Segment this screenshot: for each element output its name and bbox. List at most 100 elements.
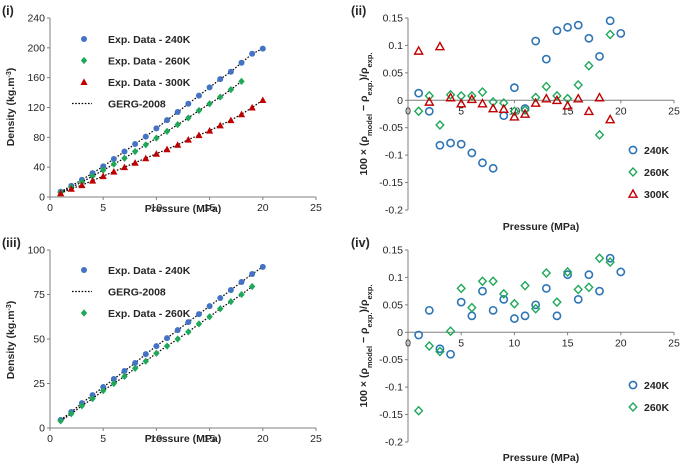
x-axis-title: Pressure (MPa)	[145, 433, 221, 445]
data-point	[541, 54, 551, 64]
x-tick-label: 5	[100, 202, 106, 214]
data-point	[185, 319, 192, 326]
data-point	[551, 94, 563, 105]
legend-marker	[81, 267, 87, 273]
data-point	[110, 155, 117, 162]
y-tick-label: 0	[39, 423, 45, 435]
data-point	[89, 172, 96, 180]
data-point	[487, 103, 499, 113]
series-240k	[414, 16, 626, 173]
data-point	[604, 114, 616, 124]
data-point	[100, 163, 107, 170]
legend-item: GERG-2008	[72, 286, 166, 298]
data-point	[498, 98, 509, 109]
data-point	[163, 145, 171, 153]
data-point	[563, 270, 572, 280]
data-point	[530, 303, 541, 314]
data-point	[216, 121, 224, 129]
series-exp-data-300k	[57, 96, 267, 197]
data-point	[110, 379, 118, 388]
legend-marker	[628, 145, 638, 155]
x-tick-label: 20	[615, 337, 627, 349]
data-point	[413, 405, 424, 416]
data-point	[174, 335, 181, 343]
y-axis-title: 100 × (ρmodel − ρexp.)/ρexp.	[358, 285, 374, 408]
data-point	[100, 387, 107, 395]
data-point	[163, 127, 171, 135]
legend-item: GERG-2008	[72, 98, 166, 110]
panel-label: (iii)	[2, 236, 21, 250]
series-exp-data-260k	[57, 282, 256, 425]
data-point	[259, 96, 267, 104]
data-point	[520, 311, 530, 321]
data-point	[78, 402, 86, 410]
chart-panel-i: (i) 0 40 80 120 160 200 240 0 5 10 15 20 25 Pressure (…	[2, 4, 322, 215]
data-point	[510, 83, 519, 93]
data-point	[509, 111, 520, 121]
data-point	[552, 297, 562, 308]
x-tick-label: 5	[458, 105, 464, 117]
data-point	[498, 103, 509, 113]
legend-marker	[627, 188, 639, 198]
y-tick-label: -0.2	[385, 437, 403, 449]
data-point	[163, 342, 171, 350]
data-point	[195, 106, 203, 115]
data-point	[121, 148, 128, 155]
x-tick-label: 0	[405, 337, 411, 349]
data-point	[217, 76, 224, 83]
y-tick-label: 0	[397, 327, 403, 339]
data-point	[424, 106, 434, 116]
x-tick-label: 5	[100, 433, 106, 445]
series-exp-data-260k	[57, 77, 245, 197]
data-point	[605, 16, 615, 26]
y-tick-label: 0.15	[383, 245, 404, 257]
data-point	[531, 300, 541, 310]
x-axis-title: Pressure (MPa)	[503, 452, 579, 464]
x-tick-label: 15	[204, 433, 216, 445]
data-point	[435, 344, 445, 354]
legend-label: 260K	[644, 402, 670, 414]
y-tick-label: 0	[397, 95, 403, 107]
data-point	[488, 163, 498, 173]
panel-label: (ii)	[351, 4, 366, 18]
data-point	[478, 286, 487, 296]
series-260k	[413, 29, 615, 140]
data-point	[227, 298, 235, 306]
data-point	[584, 33, 594, 43]
legend-item: 300K	[627, 188, 670, 201]
data-point	[248, 103, 256, 111]
chart-panel-iii: (iii) 0 25 50 75 100 0 5 10 15 20 25 Pressure (MPa) D…	[2, 236, 322, 445]
x-tick-label: 25	[310, 202, 322, 214]
legend-item: Exp. Data - 260K	[80, 308, 191, 320]
data-point	[519, 108, 531, 118]
data-point	[164, 335, 171, 342]
data-point	[477, 98, 488, 108]
y-tick-label: 0.1	[388, 40, 403, 52]
data-point	[573, 294, 583, 304]
data-point	[57, 417, 64, 425]
data-point	[531, 36, 541, 46]
x-tick-label: 10	[151, 433, 163, 445]
data-point	[413, 106, 424, 117]
legend-label: GERG-2008	[108, 286, 166, 298]
y-axis-title: Density (kg.m-3)	[5, 301, 17, 380]
legend-marker	[628, 380, 638, 390]
legend-item: Exp. Data - 240K	[81, 265, 191, 277]
data-point	[131, 364, 139, 372]
data-point	[605, 257, 615, 268]
data-point	[605, 253, 615, 263]
data-point	[520, 105, 530, 116]
data-point	[238, 59, 245, 66]
data-point	[217, 305, 224, 313]
data-point	[227, 68, 234, 75]
data-point	[227, 116, 235, 124]
y-tick-label: 50	[33, 334, 45, 346]
data-point	[541, 268, 552, 279]
data-point	[217, 295, 224, 302]
data-point	[477, 87, 488, 98]
data-point	[249, 50, 256, 57]
x-tick-label: 20	[257, 433, 269, 445]
data-point	[456, 139, 466, 149]
data-point	[174, 108, 181, 115]
data-point	[467, 90, 477, 101]
